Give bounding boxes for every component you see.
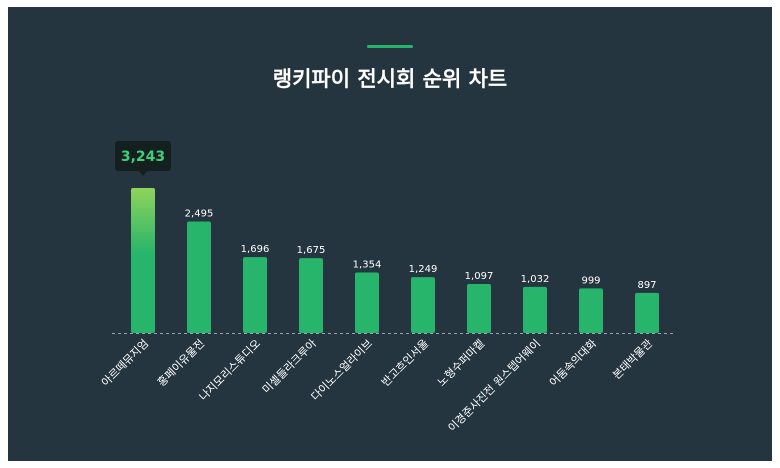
value-label: 999 — [581, 275, 600, 286]
value-label: 897 — [637, 280, 656, 291]
value-label: 2,495 — [185, 208, 214, 219]
x-tick-label: 본태박물관 — [610, 337, 655, 382]
tooltip-pointer — [139, 171, 147, 176]
value-label: 1,354 — [353, 259, 382, 270]
value-label: 1,249 — [409, 264, 438, 275]
bar[interactable] — [355, 272, 379, 333]
value-label: 1,696 — [241, 244, 270, 255]
bar[interactable] — [579, 288, 603, 333]
bar[interactable] — [187, 221, 211, 333]
x-tick-label: 미셸들라크루아 — [260, 337, 319, 396]
x-tick-label: 홍페이유물전 — [154, 336, 207, 389]
bar[interactable] — [243, 257, 267, 333]
bar[interactable] — [131, 188, 155, 333]
x-tick-label: 노형수퍼마켙 — [435, 337, 487, 389]
value-label: 1,097 — [465, 271, 494, 282]
bar[interactable] — [635, 292, 659, 333]
value-label: 1,032 — [521, 274, 550, 285]
bar[interactable] — [299, 258, 323, 333]
x-tick-label: 이경준사진전 원스텝어웨이 — [446, 337, 544, 435]
x-tick-label: 어둠속의대화 — [547, 337, 599, 389]
x-tick-label: 나지모리스튜디오 — [197, 337, 263, 403]
value-label: 1,675 — [297, 245, 326, 256]
x-tick-label: 반고흐인서울 — [379, 337, 431, 389]
x-tick-label: 아르떼뮤지엄 — [99, 337, 151, 389]
bar[interactable] — [411, 277, 435, 333]
chart-title: 랭키파이 전시회 순위 차트 — [273, 67, 507, 91]
title-accent-line — [367, 45, 413, 48]
tooltip-value: 3,243 — [121, 149, 165, 165]
tooltip-box — [115, 141, 171, 171]
bar[interactable] — [467, 283, 491, 333]
bar[interactable] — [523, 286, 547, 333]
